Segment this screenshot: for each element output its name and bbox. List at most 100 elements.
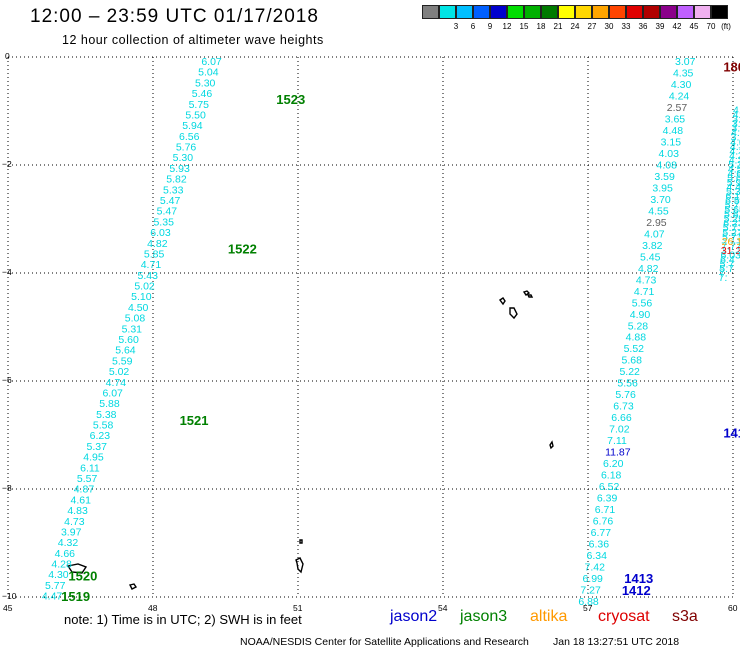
wave-height-value: 6.4 (720, 254, 735, 266)
wave-height-value: 4.95 (83, 452, 104, 464)
wave-height-value: 4.83 (67, 505, 88, 517)
wave-height-value: 4.71 (141, 259, 162, 271)
scale-swatch (575, 5, 592, 19)
track-time-label: 1522 (228, 242, 257, 257)
wave-height-value: 5.59 (112, 355, 133, 367)
satellite-tracks: 6.075.045.305.465.755.505.946.565.765.30… (42, 56, 740, 608)
wave-height-value: 5.71 (723, 222, 740, 234)
wave-height-value: 4.30 (671, 79, 692, 91)
wave-height-value: 5.29 (724, 213, 740, 225)
island-outlines (66, 290, 554, 590)
wave-height-value: 4.47 (42, 591, 63, 603)
track-time-label: 1521 (180, 413, 209, 428)
scale-swatch (660, 5, 677, 19)
y-tick-label: −8 (2, 483, 12, 493)
wave-height-value: 4.02 (730, 136, 740, 148)
wave-height-value: 6.99 (582, 573, 603, 585)
wave-height-value: 6.20 (603, 458, 624, 470)
wave-height-value: 6.52 (599, 481, 620, 493)
x-tick-label: 48 (148, 603, 158, 613)
wave-height-value: 4.50 (128, 302, 149, 314)
wave-height-value: 4.90 (630, 309, 651, 321)
wave-height-value: 6.34 (587, 550, 608, 562)
wave-height-value: 4.10 (731, 127, 740, 139)
wave-height-value: 5.76 (615, 389, 636, 401)
wave-height-value: 4.88 (626, 332, 647, 344)
wave-height-value: 5.7 (719, 263, 734, 275)
scale-swatch (626, 5, 643, 19)
wave-height-value: 5.52 (624, 343, 645, 355)
track-time-label: 1809 (723, 60, 740, 75)
island-outline (498, 297, 506, 306)
track-time-label: 1412 (622, 583, 651, 598)
legend-jason3: jason3 (460, 608, 508, 625)
wave-height-value: 6.56 (725, 195, 740, 207)
island-outline (509, 307, 518, 320)
wave-height-value: 4.28 (51, 559, 72, 571)
wave-height-value: 6.76 (593, 516, 614, 528)
wave-height-value: 5.37 (86, 441, 107, 453)
wave-height-value: 5.68 (622, 355, 643, 367)
legend-jason2: jason2 (390, 608, 438, 625)
wave-height-value: 5.35 (728, 159, 740, 171)
x-tick-label: 45 (3, 603, 13, 613)
wave-height-value: 5.02 (134, 281, 155, 293)
scale-tick-label: 70 (706, 22, 716, 31)
wave-height-value: 4.08 (656, 159, 677, 171)
wave-height-value: 5.94 (182, 120, 203, 132)
wave-height-value: 6.88 (578, 596, 599, 608)
wave-height-value: 5.27 (722, 227, 740, 239)
wave-height-value: 4.24 (669, 90, 690, 102)
wave-height-value: 4.03 (659, 148, 680, 160)
wave-height-value: 5.60 (118, 334, 139, 346)
footer-credit: NOAA/NESDIS Center for Satellite Applica… (240, 636, 529, 648)
wave-height-value: 6.39 (597, 493, 618, 505)
wave-height-value: 5.31 (122, 323, 143, 335)
wave-height-value: 4.40 (726, 182, 740, 194)
wave-height-value: 7.77 (721, 240, 740, 252)
track-time-label: 1520 (68, 568, 97, 583)
wave-height-value: 3.07 (675, 56, 696, 68)
wave-height-value: 5.67 (727, 172, 740, 184)
wave-height-value: 5.30 (195, 77, 216, 89)
wave-height-value: 6.73 (613, 401, 634, 413)
scale-tick-label: 15 (519, 22, 529, 31)
wave-height-value: 4.48 (663, 125, 684, 137)
wave-height-value: 5.72 (725, 200, 740, 212)
wave-height-value: 7. (719, 272, 728, 284)
x-tick-label: 57 (583, 603, 593, 613)
units-note: note: 1) Time is in UTC; 2) SWH is in fe… (64, 612, 302, 627)
scale-swatch (473, 5, 490, 19)
scale-swatch (694, 5, 711, 19)
wave-height-value: 3.97 (61, 526, 82, 538)
island-outline (549, 440, 554, 450)
scale-swatch (490, 5, 507, 19)
scale-swatch (524, 5, 541, 19)
wave-height-value: 4.67 (728, 168, 740, 180)
legend-s3a: s3a (672, 608, 698, 625)
wave-height-value: 5.93 (169, 163, 190, 175)
scale-tick-label: 6 (470, 22, 476, 31)
wave-height-value: 7.11 (607, 435, 627, 447)
wave-height-value: 2.95 (646, 217, 667, 229)
wave-height-value: 4.35 (673, 67, 694, 79)
wave-height-value: 4.73 (636, 274, 657, 286)
wave-height-value: 3.95 (652, 182, 673, 194)
wave-height-value: 5.08 (125, 313, 146, 325)
wave-height-value: 4.73 (64, 516, 85, 528)
wave-height-value: 5.56 (617, 378, 638, 390)
wave-height-value: 5.87 (724, 209, 740, 221)
wave-height-value: 3.70 (650, 194, 671, 206)
wave-height-value: 3.59 (654, 171, 675, 183)
island-outline (295, 557, 304, 574)
wave-height-value: 5.22 (619, 366, 640, 378)
island-outline (526, 294, 534, 298)
scale-swatch (609, 5, 626, 19)
wave-height-value: 5.43 (138, 270, 159, 282)
wave-height-value: 6.23 (90, 430, 111, 442)
wave-height-value: 5.73 (722, 231, 740, 243)
wave-height-value: 5.82 (166, 174, 187, 186)
wave-height-value: 6.03 (150, 227, 171, 239)
wave-height-value: 6.71 (595, 504, 616, 516)
